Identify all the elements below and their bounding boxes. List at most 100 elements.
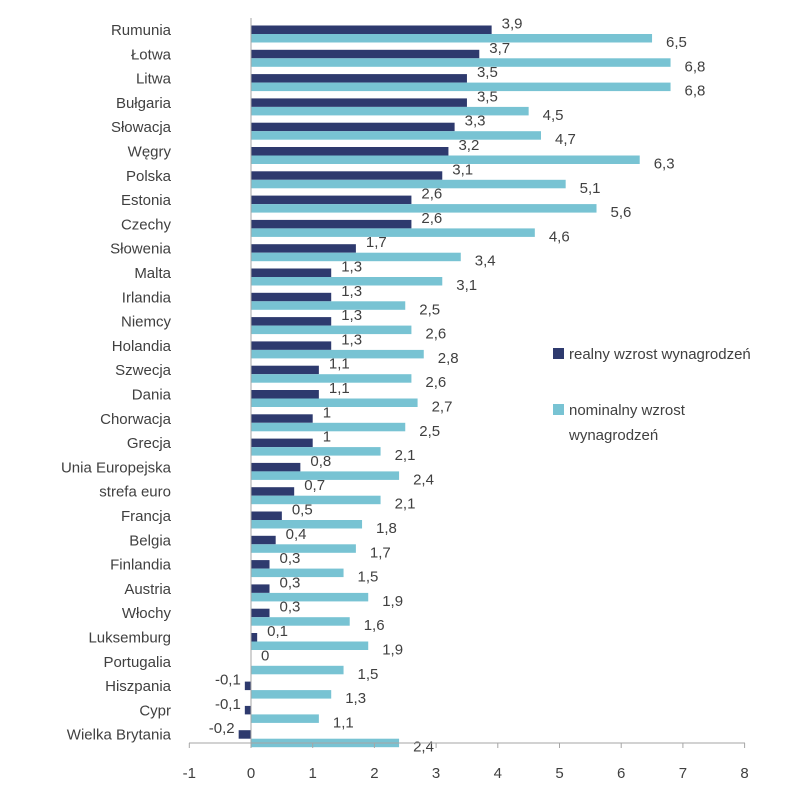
bar-nominal [251,277,443,286]
value-label-nominal: 5,1 [580,180,601,197]
bar-real [251,147,449,156]
value-label-nominal: 6,3 [654,156,675,173]
bar-nominal [251,690,332,699]
bar-nominal [251,34,653,43]
category-label: Austria [124,581,171,598]
bar-nominal [251,714,319,723]
bar-nominal [251,301,406,310]
legend: realny wzrost wynagrodzeń nominalny wzro… [553,346,751,444]
bar-nominal [251,252,461,262]
bar-real [251,560,270,569]
value-label-real: -0,2 [209,720,235,737]
value-label-real: 0,1 [267,623,288,640]
bar-real [251,511,282,520]
category-label: Wielka Brytania [67,727,172,744]
category-label: Holandia [112,338,172,355]
x-tick-label: 4 [494,765,502,782]
bar-nominal [251,617,350,626]
bar-real [238,730,251,739]
bar-real [251,390,319,399]
value-label-nominal: 2,4 [413,739,434,756]
value-label-real: 1,1 [329,356,350,373]
value-label-real: 1 [323,429,331,446]
x-tick-label: 7 [679,765,687,782]
bar-real [244,681,251,691]
bar-nominal [251,544,356,553]
bar-real [251,74,467,83]
x-tick-label: 6 [617,765,625,782]
value-label-nominal: 2,6 [425,326,446,343]
value-label-nominal: 6,5 [666,34,687,51]
bar-real [251,195,412,205]
x-axis-ticks: -1 0 1 2 3 4 5 6 7 8 [183,743,749,782]
category-label: Francja [121,508,172,525]
bar-nominal [251,349,424,359]
value-label-nominal: 1,6 [364,617,385,634]
bar-real [251,608,270,618]
bar-nominal [251,447,381,456]
bar-real [251,633,258,642]
value-label-nominal: 4,7 [555,131,576,148]
bar-nominal [251,398,418,407]
value-label-nominal: 2,1 [395,496,416,513]
bar-real [244,705,251,715]
x-tick-label: -1 [183,765,196,782]
legend-label-nominal-line2: wynagrodzeń [568,427,658,444]
value-label-nominal: 2,1 [395,447,416,464]
bar-real [251,171,443,180]
category-label: Rumunia [111,22,172,39]
category-label: Hiszpania [105,678,172,695]
category-label: Szwecja [115,362,172,379]
category-label: Cypr [139,702,171,719]
value-label-real: 3,5 [477,64,498,81]
category-label: Włochy [122,605,172,622]
value-label-nominal: 1,3 [345,690,366,707]
value-label-real: 3,7 [489,40,510,57]
value-label-nominal: 2,4 [413,471,434,488]
value-label-nominal: 1,5 [358,666,379,683]
value-label-real: 0 [261,647,269,664]
bar-nominal [251,131,541,140]
bar-real [251,49,480,59]
category-label: Estonia [121,192,172,209]
bar-nominal [251,58,671,67]
value-label-nominal: 4,5 [543,107,564,124]
value-label-real: 2,6 [421,186,442,203]
bar-real [251,414,313,423]
bar-nominal [251,106,529,116]
value-label-nominal: 5,6 [611,204,632,221]
value-label-nominal: 6,8 [685,83,706,100]
value-label-nominal: 1,1 [333,714,354,731]
value-label-real: -0,1 [215,696,241,713]
bar-real [251,25,492,34]
bar-nominal [251,471,400,480]
value-label-real: 1,7 [366,234,387,251]
category-label: Malta [134,265,171,282]
category-label: Łotwa [131,46,172,63]
value-label-nominal: 3,4 [475,253,496,270]
value-label-real: 1 [323,404,331,421]
category-label: Litwa [136,71,172,88]
category-label: Bułgaria [116,95,172,112]
value-label-nominal: 3,1 [456,277,477,294]
bar-real [251,365,319,375]
x-tick-label: 8 [740,765,748,782]
category-label: Dania [132,387,172,404]
bar-nominal [251,592,369,602]
x-tick-label: 1 [309,765,317,782]
value-label-real: 2,6 [421,210,442,227]
value-label-real: 1,3 [341,307,362,324]
category-label: strefa euro [99,484,171,501]
value-label-real: 1,3 [341,331,362,348]
category-label: Niemcy [121,314,172,331]
value-label-nominal: 6,8 [685,58,706,75]
bar-nominal [251,82,671,92]
category-label: Chorwacja [100,411,172,428]
category-label: Czechy [121,216,172,233]
value-label-real: 0,8 [310,453,331,470]
category-label: Unia Europejska [61,459,172,476]
value-label-nominal: 2,6 [425,374,446,391]
bar-nominal [251,641,369,650]
bar-nominal [251,568,344,578]
bar-real [251,219,412,229]
